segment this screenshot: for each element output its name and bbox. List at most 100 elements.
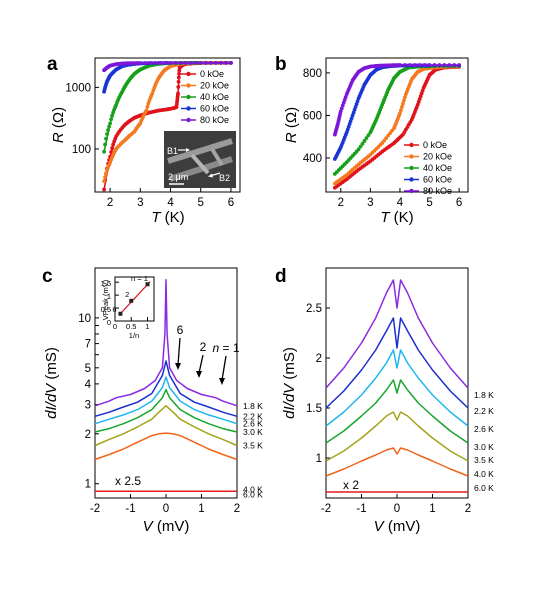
gap-harmonic-label: 2 (200, 340, 207, 354)
y-tick-label: 400 (303, 153, 322, 165)
data-point (118, 311, 123, 316)
gap-arrow (198, 354, 204, 374)
data-point (447, 63, 452, 67)
data-point (102, 187, 106, 192)
data-point (427, 63, 432, 67)
data-point (111, 142, 116, 147)
y-axis-label: R (Ω) (50, 107, 67, 143)
y-tick-label: 5 (85, 363, 91, 375)
x-tick-label: 5 (426, 197, 432, 209)
series-line (325, 279, 469, 389)
y-tick-label: 0 (107, 318, 111, 327)
data-point (148, 61, 153, 65)
gap-harmonic-label: n = 1 (212, 341, 239, 355)
data-point (103, 142, 107, 147)
y-tick-label: 2 (316, 353, 322, 365)
data-point (104, 171, 108, 176)
inset-point-label: 2 (125, 290, 129, 299)
data-point (407, 63, 412, 67)
legend-label: 20 kOe (423, 152, 452, 162)
data-point (103, 175, 107, 179)
series-line (325, 379, 469, 444)
temperature-label: 3.5 K (474, 455, 494, 465)
data-point (129, 298, 134, 303)
data-point (402, 98, 406, 103)
y-tick-label: 1000 (65, 82, 91, 94)
y-tick-label: 10 (78, 313, 91, 325)
scale-factor-label: x 2.5 (115, 474, 141, 488)
series-line (94, 376, 238, 425)
scale-factor-label: x 2 (343, 478, 359, 492)
legend-label: 80 kOe (423, 186, 452, 196)
inset-y-axis-label: VPeak (mV) (101, 279, 110, 320)
sem-label-b1: B1 (167, 146, 178, 156)
sem-scale-label: 2 μm (168, 172, 188, 182)
legend-label: 60 kOe (423, 175, 452, 185)
data-point (437, 63, 442, 67)
sem-wire (190, 153, 210, 175)
data-point (402, 63, 407, 67)
temperature-label: 6.0 K (243, 490, 263, 500)
panel-letter-b: b (275, 54, 287, 75)
data-point (224, 60, 228, 65)
y-tick-label: 800 (303, 68, 322, 80)
temperature-label: 1.8 K (243, 401, 263, 411)
series-line (94, 360, 238, 418)
gap-arrow (221, 355, 227, 381)
plot-d: -2 -1 0 1 2 1 1.5 2 2.5 1.8 K 2.2 K 2.6 K 3.0 K 3.5 K… (281, 267, 494, 535)
temperature-label: 6.0 K (474, 483, 494, 493)
x-tick-label: 4 (167, 197, 174, 209)
data-point (432, 63, 437, 67)
sem-wire (167, 138, 233, 164)
data-point (177, 71, 181, 76)
sem-arrow-head (208, 173, 213, 178)
gap-arrow-head (196, 371, 202, 378)
data-point (360, 141, 365, 146)
series-line (325, 317, 469, 409)
x-tick-label: 2 (234, 503, 240, 515)
x-tick-label: 3 (137, 197, 143, 209)
data-point (176, 79, 181, 84)
data-point (110, 146, 115, 150)
y-tick-label: 1.5 (101, 279, 111, 288)
x-tick-label: 2 (107, 197, 113, 209)
data-point (145, 104, 150, 109)
data-point (358, 144, 363, 149)
x-tick-label: 0 (113, 322, 117, 331)
legend-label: 0 kOe (200, 69, 224, 79)
data-point (158, 61, 163, 65)
data-point (153, 61, 158, 65)
y-tick-label: 4 (85, 379, 92, 391)
x-tick-label: 2 (465, 503, 471, 515)
x-axis-label: V (mV) (143, 518, 190, 535)
legend-marker (409, 165, 414, 171)
data-point (150, 91, 155, 96)
series-line (325, 411, 469, 462)
legend-label: 80 kOe (200, 115, 229, 125)
y-axis-label: dI/dV (mS) (281, 347, 298, 419)
x-tick-label: 1 (198, 503, 204, 515)
y-tick-label: 3 (85, 400, 91, 412)
axes-frame (114, 276, 155, 322)
data-point (442, 63, 447, 67)
panel-letter-d: d (275, 266, 287, 287)
data-point (213, 60, 218, 65)
data-point (452, 63, 457, 67)
data-point (173, 60, 178, 65)
x-tick-label: -2 (90, 503, 100, 515)
data-point (176, 91, 180, 96)
x-tick-label: 1 (145, 322, 149, 331)
data-point (229, 60, 233, 65)
x-tick-label: 0.5 (126, 322, 136, 331)
data-point (364, 136, 369, 141)
y-tick-label: 7 (85, 339, 91, 351)
data-point (193, 60, 198, 65)
data-point (398, 111, 402, 116)
temperature-label: 2.2 K (474, 406, 494, 416)
data-point (183, 60, 188, 65)
data-point (177, 68, 182, 73)
series-line (94, 278, 238, 407)
